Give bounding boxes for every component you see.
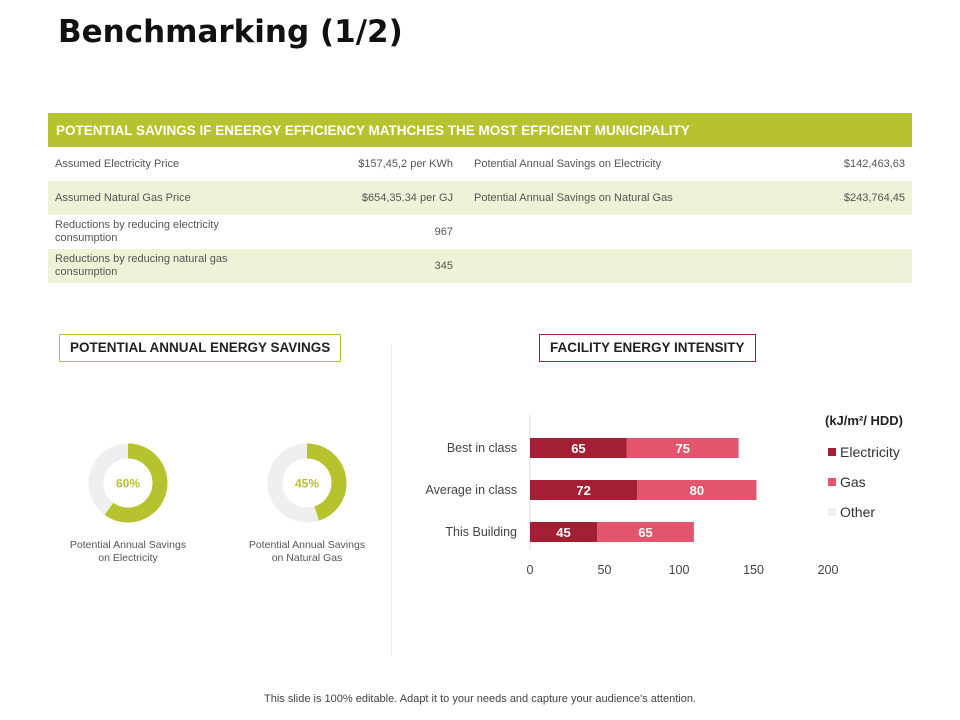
data-label: 65 xyxy=(638,525,652,540)
category-label: Best in class xyxy=(447,441,517,455)
row-label: Assumed Electricity Price xyxy=(55,157,180,170)
savings-table: POTENTIAL SAVINGS IF ENEERGY EFFICIENCY … xyxy=(48,113,913,283)
data-label: 80 xyxy=(690,483,704,498)
legend-label: Gas xyxy=(840,474,866,490)
bar-segment-electricity xyxy=(530,522,598,542)
gas-savings-donut: 45% xyxy=(267,443,347,523)
table-row: Reductions by reducing natural gas consu… xyxy=(48,249,913,283)
row-label-2: Potential Annual Savings on Natural Gas xyxy=(460,181,760,215)
legend-label: Electricity xyxy=(840,444,900,460)
row-label-2 xyxy=(460,215,760,249)
row-label-2: Potential Annual Savings on Electricity xyxy=(474,157,662,170)
row-value-2 xyxy=(760,215,912,249)
electricity-savings-donut: 60% xyxy=(88,443,168,523)
row-label: Reductions by reducing electricity consu… xyxy=(55,219,219,244)
row-value-2: $142,463,63 xyxy=(843,157,906,170)
data-label: 72 xyxy=(576,483,590,498)
donut-percent-label: 60% xyxy=(116,477,140,491)
row-value-2 xyxy=(760,249,913,283)
electricity-donut-caption: Potential Annual Savings on Electricity xyxy=(43,539,213,565)
x-tick-label: 150 xyxy=(743,563,764,577)
data-label: 65 xyxy=(571,441,585,456)
x-tick-label: 0 xyxy=(527,563,534,577)
table-header: POTENTIAL SAVINGS IF ENEERGY EFFICIENCY … xyxy=(48,113,913,147)
bar-segment-gas xyxy=(637,480,757,500)
row-value: $157,45,2 per KWh xyxy=(358,157,453,170)
row-value: $654,35.34 per GJ xyxy=(268,181,460,215)
x-tick-label: 200 xyxy=(818,563,839,577)
legend-swatch-other xyxy=(828,508,836,516)
row-label: Reductions by reducing natural gas consu… xyxy=(48,249,268,283)
donut-percent-label: 45% xyxy=(295,477,319,491)
bar-segment-gas xyxy=(597,522,694,542)
bar-segment-electricity xyxy=(530,438,627,458)
x-tick-label: 100 xyxy=(669,563,690,577)
row-value: 345 xyxy=(268,249,460,283)
table-row: Reductions by reducing electricity consu… xyxy=(48,215,912,249)
caption-line: on Electricity xyxy=(98,552,158,564)
data-label: 45 xyxy=(556,525,570,540)
page-title: Benchmarking (1/2) xyxy=(58,14,403,50)
gas-donut-caption: Potential Annual Savings on Natural Gas xyxy=(222,539,392,565)
facility-energy-intensity-chart: Best in class 65 75 Average in class 72 80 Thi… xyxy=(426,413,904,577)
panel-divider xyxy=(391,345,392,655)
caption-line: Potential Annual Savings xyxy=(69,539,187,551)
table-row: Assumed Natural Gas Price $654,35.34 per… xyxy=(48,181,913,215)
row-label-2 xyxy=(460,249,760,283)
unit-label: (kJ/m²/ HDD) xyxy=(825,413,903,428)
row-value: 967 xyxy=(434,225,453,238)
legend-swatch-electricity xyxy=(828,448,836,456)
caption-line: on Natural Gas xyxy=(271,552,343,564)
x-tick-label: 50 xyxy=(598,563,612,577)
footer-note: This slide is 100% editable. Adapt it to… xyxy=(264,693,696,705)
row-label: Assumed Natural Gas Price xyxy=(48,181,268,215)
donut-value-arc xyxy=(88,443,168,523)
data-label: 75 xyxy=(675,441,689,456)
table-row: Assumed Electricity Price $157,45,2 per … xyxy=(48,147,912,181)
donut-value-arc xyxy=(267,443,347,523)
caption-line: Potential Annual Savings xyxy=(248,539,366,551)
savings-panel-title: POTENTIAL ANNUAL ENERGY SAVINGS xyxy=(59,334,342,362)
bar-segment-electricity xyxy=(530,480,638,500)
bar-segment-gas xyxy=(626,438,739,458)
legend-label: Other xyxy=(840,504,875,520)
category-label: This Building xyxy=(445,525,517,539)
intensity-panel-title: FACILITY ENERGY INTENSITY xyxy=(539,334,756,362)
row-value-2: $243,764,45 xyxy=(760,181,913,215)
category-label: Average in class xyxy=(426,483,518,497)
legend-swatch-gas xyxy=(828,478,836,486)
